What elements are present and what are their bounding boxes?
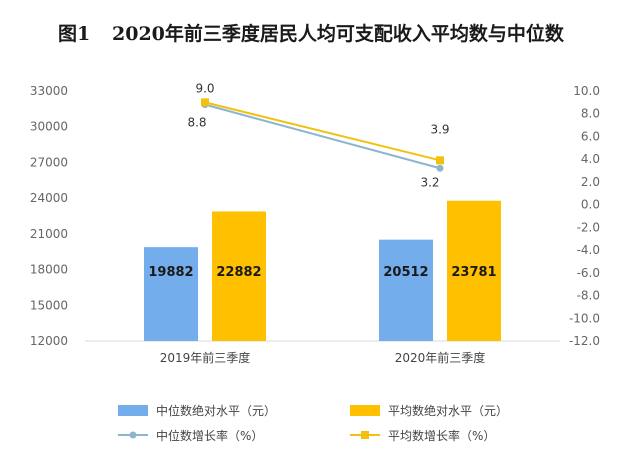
y-right-tick-label: -12.0 (569, 334, 600, 348)
y-left-tick-label: 21000 (30, 227, 68, 241)
y-right-tick-label: -8.0 (577, 289, 600, 303)
left-axis: 12000 15000 18000 21000 24000 27000 30000 33000 (30, 84, 68, 348)
y-left-tick-label: 27000 (30, 155, 68, 169)
y-left-tick-label: 24000 (30, 191, 68, 205)
line-data-label: 3.9 (430, 122, 449, 136)
line-data-label: 8.8 (187, 116, 206, 130)
category-label: 2020年前三季度 (395, 350, 486, 365)
category-label: 2019年前三季度 (160, 350, 251, 365)
legend-label: 中位数绝对水平（元） (156, 403, 276, 418)
bar-data-label: 19882 (148, 265, 193, 280)
growth-lines: 9.0 8.8 3.9 3.2 (187, 81, 449, 189)
bar (144, 247, 198, 341)
y-right-tick-label: 4.0 (581, 152, 600, 166)
y-left-tick-label: 18000 (30, 263, 68, 277)
legend: 中位数绝对水平（元） 平均数绝对水平（元） 中位数增长率（%） 平均数增长率（%） (118, 403, 508, 443)
legend-marker (129, 431, 137, 439)
bar-data-label: 22882 (216, 265, 261, 280)
legend-swatch (118, 405, 148, 416)
bar (379, 239, 433, 341)
y-right-tick-label: 6.0 (581, 129, 600, 143)
y-right-tick-label: -6.0 (577, 266, 600, 280)
series-line (204, 103, 441, 170)
series-line (204, 101, 441, 162)
chart-title: 2020年前三季度居民人均可支配收入平均数与中位数 (112, 22, 565, 45)
legend-marker (361, 431, 369, 439)
line-point (201, 98, 209, 107)
legend-label: 中位数增长率（%） (156, 428, 263, 443)
y-left-tick-label: 15000 (30, 298, 68, 312)
right-axis: -12.0 -10.0 -8.0 -6.0 -4.0 -2.0 0.0 2.0 4.0 6.0 8.… (569, 84, 600, 348)
category-labels: 2019年前三季度 2020年前三季度 (160, 350, 486, 365)
y-right-tick-label: -4.0 (577, 243, 600, 257)
bar (447, 200, 501, 341)
chart-title-prefix: 图1 (58, 23, 90, 45)
bar-data-label: 20512 (383, 265, 428, 280)
y-right-tick-label: 2.0 (581, 175, 600, 189)
line-point (436, 156, 444, 165)
y-right-tick-label: -2.0 (577, 220, 600, 234)
y-left-tick-label: 33000 (30, 84, 68, 98)
line-data-label: 3.2 (420, 175, 439, 189)
y-right-tick-label: 10.0 (573, 84, 600, 98)
y-right-tick-label: 0.0 (581, 198, 600, 212)
y-right-tick-label: 8.0 (581, 107, 600, 121)
y-left-tick-label: 12000 (30, 334, 68, 348)
legend-label: 平均数增长率（%） (388, 428, 495, 443)
legend-label: 平均数绝对水平（元） (388, 403, 508, 418)
bars: 19882 20512 22882 23781 (144, 200, 501, 341)
y-right-tick-label: -10.0 (569, 311, 600, 325)
line-data-label: 9.0 (195, 81, 214, 95)
y-left-tick-label: 30000 (30, 120, 68, 134)
legend-swatch (350, 405, 380, 416)
bar (212, 211, 266, 341)
line-point (436, 164, 444, 172)
bar-data-label: 23781 (451, 265, 496, 280)
